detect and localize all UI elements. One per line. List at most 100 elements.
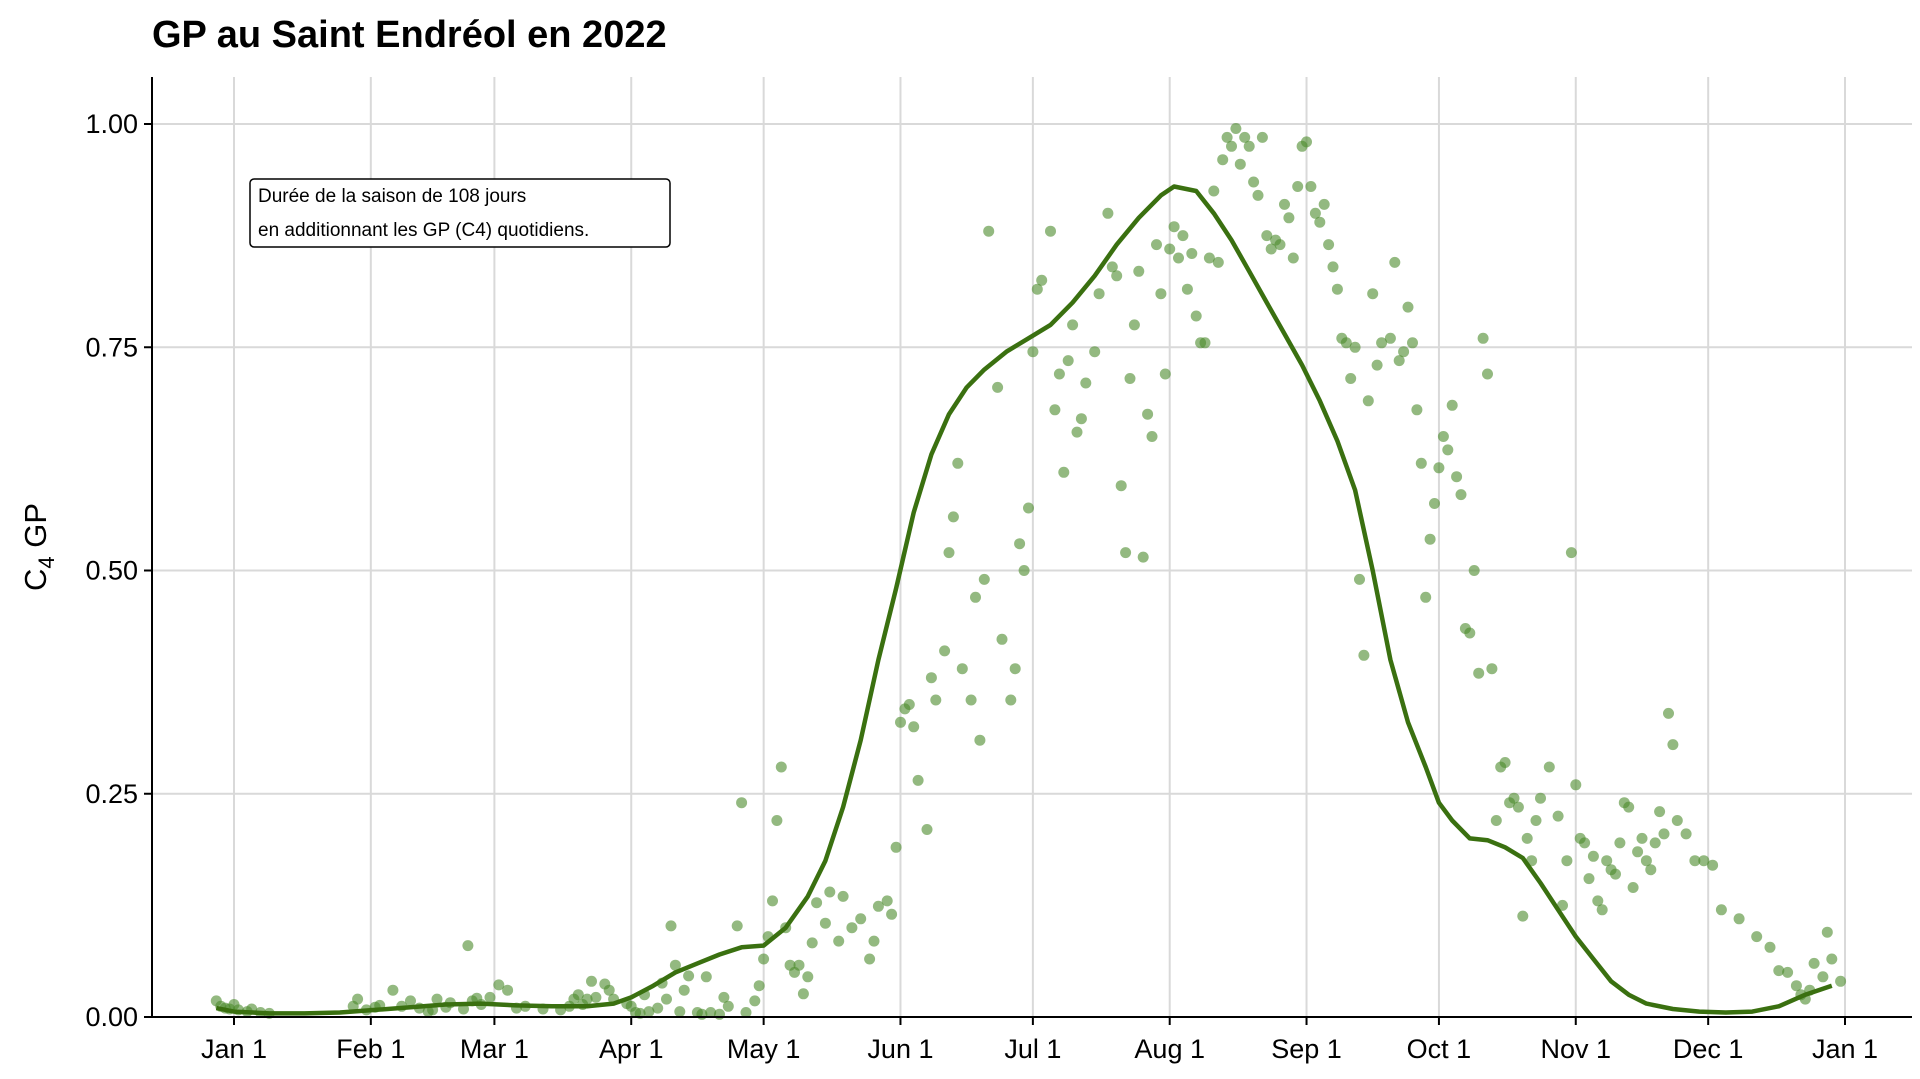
data-point — [1403, 302, 1414, 313]
data-point — [824, 887, 835, 898]
data-point — [1226, 141, 1237, 152]
data-point — [794, 960, 805, 971]
data-point — [1305, 181, 1316, 192]
data-point — [1517, 911, 1528, 922]
data-point — [1584, 873, 1595, 884]
data-point — [1116, 480, 1127, 491]
data-point — [1014, 538, 1025, 549]
data-point — [882, 895, 893, 906]
data-point — [1500, 757, 1511, 768]
data-point — [758, 954, 769, 965]
data-point — [462, 940, 473, 951]
annotation-line-1: Durée de la saison de 108 jours — [258, 186, 526, 207]
data-point — [1372, 360, 1383, 371]
data-point — [802, 971, 813, 982]
x-tick-label: Apr 1 — [599, 1034, 664, 1064]
data-point — [1147, 431, 1158, 442]
data-point — [798, 988, 809, 999]
data-point — [723, 1001, 734, 1012]
data-point — [1544, 762, 1555, 773]
data-point — [1650, 837, 1661, 848]
data-point — [1482, 369, 1493, 380]
data-point — [1588, 851, 1599, 862]
data-point — [749, 995, 760, 1006]
data-point — [1429, 498, 1440, 509]
data-point — [1398, 346, 1409, 357]
data-point — [666, 920, 677, 931]
data-point — [1623, 802, 1634, 813]
data-point — [1513, 802, 1524, 813]
data-point — [869, 936, 880, 947]
x-tick-label: Jun 1 — [867, 1034, 933, 1064]
annotation-line-2: en additionnant les GP (C4) quotidiens. — [258, 220, 589, 241]
data-point — [864, 954, 875, 965]
data-point — [833, 936, 844, 947]
data-point — [1716, 904, 1727, 915]
data-point — [1151, 239, 1162, 250]
data-point — [1442, 444, 1453, 455]
data-point — [895, 717, 906, 728]
data-point — [1323, 239, 1334, 250]
data-point — [1473, 668, 1484, 679]
data-point — [1451, 471, 1462, 482]
data-point — [1230, 123, 1241, 134]
data-point — [1253, 190, 1264, 201]
y-tick-label: 0.75 — [85, 332, 138, 362]
data-point — [754, 980, 765, 991]
data-point — [1385, 333, 1396, 344]
data-point — [926, 672, 937, 683]
data-point — [352, 994, 363, 1005]
data-point — [992, 382, 1003, 393]
data-point — [1531, 815, 1542, 826]
data-point — [1817, 971, 1828, 982]
data-point — [1667, 739, 1678, 750]
data-point — [586, 976, 597, 987]
data-point — [970, 592, 981, 603]
data-point — [1160, 369, 1171, 380]
x-tick-label: May 1 — [727, 1034, 801, 1064]
data-point — [957, 663, 968, 674]
data-point — [820, 918, 831, 929]
data-point — [1080, 378, 1091, 389]
data-point — [1447, 400, 1458, 411]
x-tick-label: Feb 1 — [336, 1034, 405, 1064]
data-point — [930, 695, 941, 706]
data-point — [652, 1003, 663, 1014]
data-point — [1049, 404, 1060, 415]
data-point — [979, 574, 990, 585]
data-point — [1019, 565, 1030, 576]
data-point — [1142, 409, 1153, 420]
x-tick-label: Sep 1 — [1271, 1034, 1342, 1064]
data-point — [1433, 462, 1444, 473]
data-point — [1345, 373, 1356, 384]
data-point — [1288, 253, 1299, 264]
data-point — [1561, 855, 1572, 866]
x-tick-label: Jan 1 — [1812, 1034, 1878, 1064]
data-point — [1553, 811, 1564, 822]
data-point — [679, 985, 690, 996]
data-point — [1491, 815, 1502, 826]
data-point — [983, 226, 994, 237]
data-point — [1169, 221, 1180, 232]
data-point — [1054, 369, 1065, 380]
data-point — [661, 994, 672, 1005]
data-point — [776, 762, 787, 773]
data-point — [922, 824, 933, 835]
data-point — [1614, 837, 1625, 848]
data-point — [1155, 288, 1166, 299]
data-point — [1765, 942, 1776, 953]
data-point — [1566, 547, 1577, 558]
data-point — [1186, 248, 1197, 259]
data-point — [838, 891, 849, 902]
data-point — [1257, 132, 1268, 143]
data-point — [1332, 284, 1343, 295]
data-point — [714, 1009, 725, 1020]
data-point — [1235, 159, 1246, 170]
data-point — [908, 721, 919, 732]
data-point — [1659, 828, 1670, 839]
data-point — [1191, 311, 1202, 322]
data-point — [1486, 663, 1497, 674]
data-point — [1350, 342, 1361, 353]
data-point — [913, 775, 924, 786]
